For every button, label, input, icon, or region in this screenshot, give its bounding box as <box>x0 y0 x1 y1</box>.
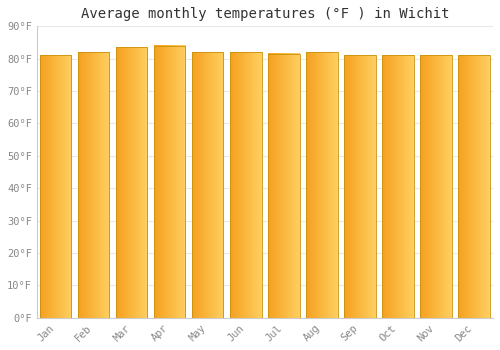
Bar <box>154 46 186 318</box>
Bar <box>192 52 224 318</box>
Bar <box>458 55 490 318</box>
Bar <box>382 55 414 318</box>
Title: Average monthly temperatures (°F ) in Wichit: Average monthly temperatures (°F ) in Wi… <box>80 7 449 21</box>
Bar <box>116 47 148 318</box>
Bar <box>78 52 110 318</box>
Bar <box>230 52 262 318</box>
Bar <box>420 55 452 318</box>
Bar <box>344 55 376 318</box>
Bar <box>306 52 338 318</box>
Bar <box>268 54 300 318</box>
Bar <box>40 55 72 318</box>
